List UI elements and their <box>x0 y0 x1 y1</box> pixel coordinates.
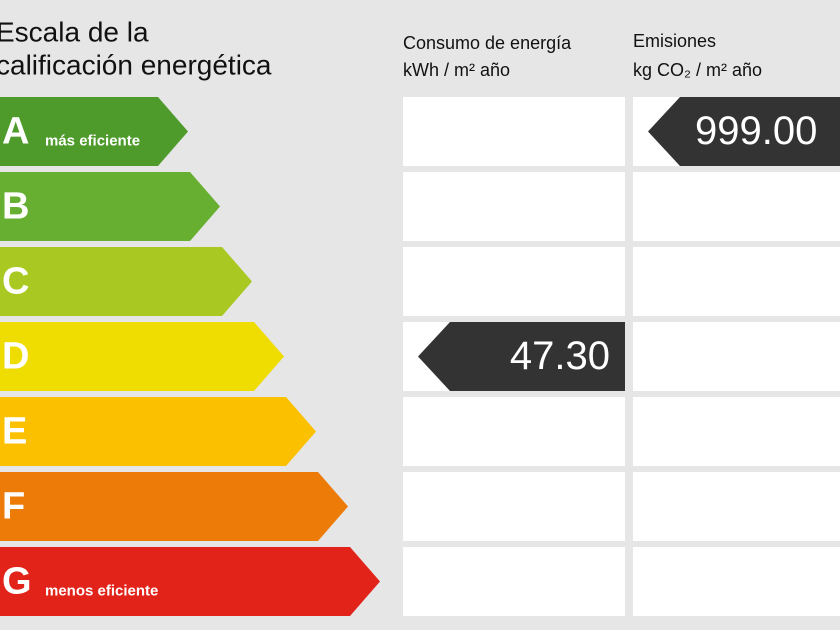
grade-letter: B <box>2 186 29 228</box>
cell <box>633 472 840 541</box>
grade-letter: A <box>2 111 29 153</box>
title-line: Escala de la <box>0 16 149 47</box>
cell <box>403 247 625 316</box>
cell <box>633 397 840 466</box>
grade-letter: D <box>2 336 29 378</box>
cell <box>403 97 625 166</box>
rating-value: 47.30 <box>510 334 610 378</box>
grade-letter: F <box>2 486 25 528</box>
cell <box>633 547 840 616</box>
rating-arrow <box>648 97 840 166</box>
cell <box>403 472 625 541</box>
rating-arrow <box>418 322 625 391</box>
grade-arrow <box>0 322 284 391</box>
grade-letter: C <box>2 261 29 303</box>
cell <box>403 547 625 616</box>
grade-arrow <box>0 172 220 241</box>
rating-value: 999.00 <box>695 109 817 153</box>
cell <box>633 247 840 316</box>
cell <box>633 322 840 391</box>
grade-label: más eficiente <box>45 132 140 149</box>
column-title: Consumo de energía <box>403 33 572 53</box>
column-title: Emisiones <box>633 31 716 51</box>
cell <box>403 397 625 466</box>
grade-arrow <box>0 247 252 316</box>
cell <box>403 172 625 241</box>
cell <box>633 172 840 241</box>
grade-label: menos eficiente <box>45 582 158 599</box>
grade-arrow <box>0 547 380 616</box>
grade-arrow <box>0 97 188 166</box>
grade-letter: G <box>2 561 32 603</box>
grade-arrow <box>0 397 316 466</box>
grade-arrow <box>0 472 348 541</box>
title-line: calificación energética <box>0 49 272 80</box>
column-unit: kg CO₂ / m² año <box>633 60 762 80</box>
grade-letter: E <box>2 411 27 453</box>
column-unit: kWh / m² año <box>403 60 510 80</box>
